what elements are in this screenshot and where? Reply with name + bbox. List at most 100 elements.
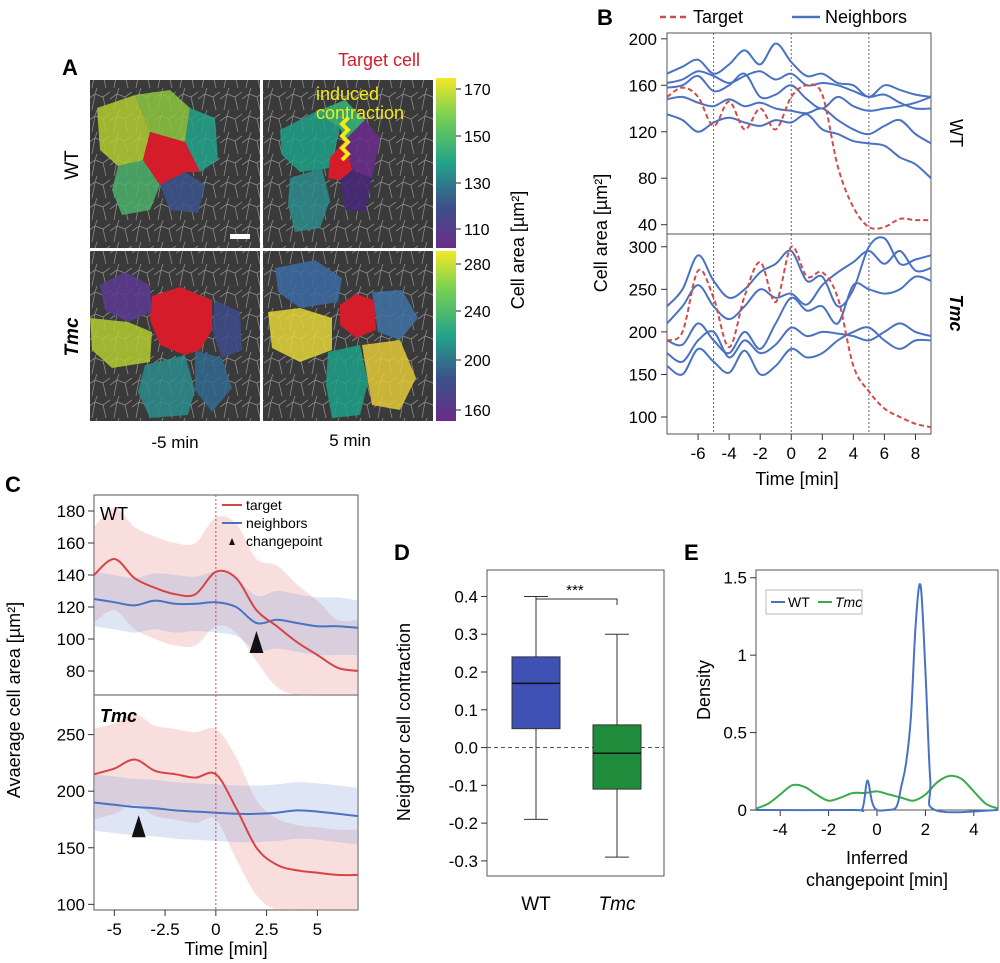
panel-e-ylabel: Density [694, 660, 714, 720]
legend-c-neighbors: neighbors [246, 515, 308, 531]
neighbors-mean-line [93, 598, 359, 629]
neighbors-band [94, 774, 358, 845]
panel-d-category-tmc: Tmc [599, 894, 636, 915]
cell-tmc-2 [90, 318, 152, 368]
panel-d-category-wt: WT [521, 894, 551, 915]
xtick-label: 4 [849, 444, 858, 463]
panel-b-xlabel: Time [min] [755, 469, 838, 489]
cell-wt-1 [97, 95, 150, 166]
ytick-label: 160 [629, 76, 657, 95]
xtick-label: 8 [911, 444, 920, 463]
target-band [94, 507, 358, 696]
cell-wt5-4 [288, 168, 330, 232]
neighbor-line-4 [666, 326, 932, 376]
legend-target: Target [693, 7, 743, 27]
panel-c: 80 100 120 140 160 180 100 150 200 250 -5 -2.5 0 2.… [4, 494, 359, 959]
cell-wt-5 [160, 172, 205, 213]
panel-c-tmc-plot: 100 150 200 250 [57, 695, 359, 914]
panel-c-legend: target neighbors changepoint [222, 497, 322, 549]
ytick-label: 180 [57, 502, 85, 521]
box-Tmc [592, 724, 642, 790]
xtick-label: 4 [969, 820, 978, 839]
neighbor-line-2 [666, 275, 932, 355]
neighbor-line-1 [666, 250, 932, 325]
ytick-label: 40 [638, 216, 657, 235]
ytick-label: 120 [629, 123, 657, 142]
xtick-label: -2.5 [150, 920, 179, 939]
panel-c-label-wt: WT [100, 504, 128, 524]
xtick-label: 2 [818, 444, 827, 463]
ytick-label: 0 [738, 801, 747, 820]
target-cell-label: Target cell [338, 50, 420, 70]
column-label-minus5: -5 min [151, 433, 198, 452]
cell-tmc5-5 [362, 340, 416, 410]
svg-text:200: 200 [464, 353, 491, 370]
cell-wt5-1 [280, 112, 340, 172]
panel-letters: A B C D E [5, 5, 699, 565]
panel-c-label-tmc: Tmc [100, 706, 137, 726]
ytick-label: -0.3 [449, 852, 478, 871]
ytick-label: 80 [638, 169, 657, 188]
panel-e-legend: WT Tmc [765, 589, 863, 615]
cell-wt-3 [185, 108, 218, 172]
xtick-label: 5 [313, 920, 322, 939]
xlabel-line: changepoint [min] [806, 870, 948, 890]
cell-wt5-2 [315, 100, 365, 140]
panel-b-legend: Target Neighbors [660, 7, 907, 27]
row-label-wt: WT [62, 150, 83, 180]
xtick-label: 0 [872, 820, 881, 839]
xtick-label: -4 [722, 444, 737, 463]
ytick-label: -0.1 [449, 776, 478, 795]
colorbar-wt [436, 78, 456, 248]
cell-wt5-5 [340, 170, 372, 212]
panel-c-x-axis: -5 -2.5 0 2.5 5 [107, 910, 322, 939]
significance-bracket [535, 598, 618, 605]
xtick-label: 2.5 [255, 920, 279, 939]
panel-letter-d: D [394, 540, 410, 565]
panel-e: 0 0.5 1 1.5 -4 -2 0 2 4 WT Tmc Density Inferred c… [694, 569, 999, 890]
svg-text:110: 110 [464, 222, 490, 239]
cell-tmc5-2 [268, 308, 332, 362]
image-wt-plus5: induced contraction [263, 80, 433, 248]
xtick-label: 0 [787, 444, 796, 463]
panel-c-ylabel: Avaerage cell area [µm²] [4, 602, 24, 798]
panel-b-tmc-plot: 100 150 200 250 300 [629, 234, 932, 434]
cell-wt-target [143, 132, 200, 185]
panel-a: Target cell induced contraction [62, 50, 528, 452]
target-mean-line [93, 758, 359, 877]
colorbar-tmc-ticks: 280 240 200 160 [456, 257, 491, 420]
neighbor-line-4 [666, 113, 932, 179]
xtick-label: -6 [690, 444, 705, 463]
svg-text:130: 130 [464, 176, 491, 193]
ytick-label: 200 [629, 323, 657, 342]
svg-text:170: 170 [464, 82, 491, 99]
image-tmc-plus5 [263, 251, 433, 421]
xtick-label: 6 [880, 444, 889, 463]
ytick-label: 250 [57, 726, 85, 745]
ytick-label: 0.5 [723, 724, 747, 743]
target-line [666, 245, 932, 429]
ytick-label: 80 [66, 662, 85, 681]
panel-c-xlabel: Time [min] [184, 939, 267, 959]
legend-c-changepoint: changepoint [246, 533, 322, 549]
ytick-label: 250 [629, 280, 657, 299]
image-wt-minus5 [90, 80, 260, 248]
neighbors-band [94, 571, 358, 656]
panel-letter-c: C [5, 472, 21, 497]
cell-wt5-3 [345, 120, 380, 178]
xtick-label: -2 [753, 444, 768, 463]
legend-c-target: target [246, 497, 282, 513]
neighbor-line-3 [666, 322, 932, 363]
ytick-label: -0.2 [449, 814, 478, 833]
xtick-label: -2 [821, 820, 836, 839]
neighbor-line-3 [666, 95, 932, 145]
box-WT [511, 656, 561, 730]
panel-b-bottom-frame [666, 233, 932, 435]
cell-tmc-3 [212, 300, 242, 358]
panel-e-plot: 0 0.5 1 1.5 -4 -2 0 2 4 [723, 569, 999, 839]
panel-b-top-frame [666, 32, 932, 235]
panel-d-significance: *** [566, 582, 584, 599]
neighbor-line-0 [666, 236, 932, 308]
